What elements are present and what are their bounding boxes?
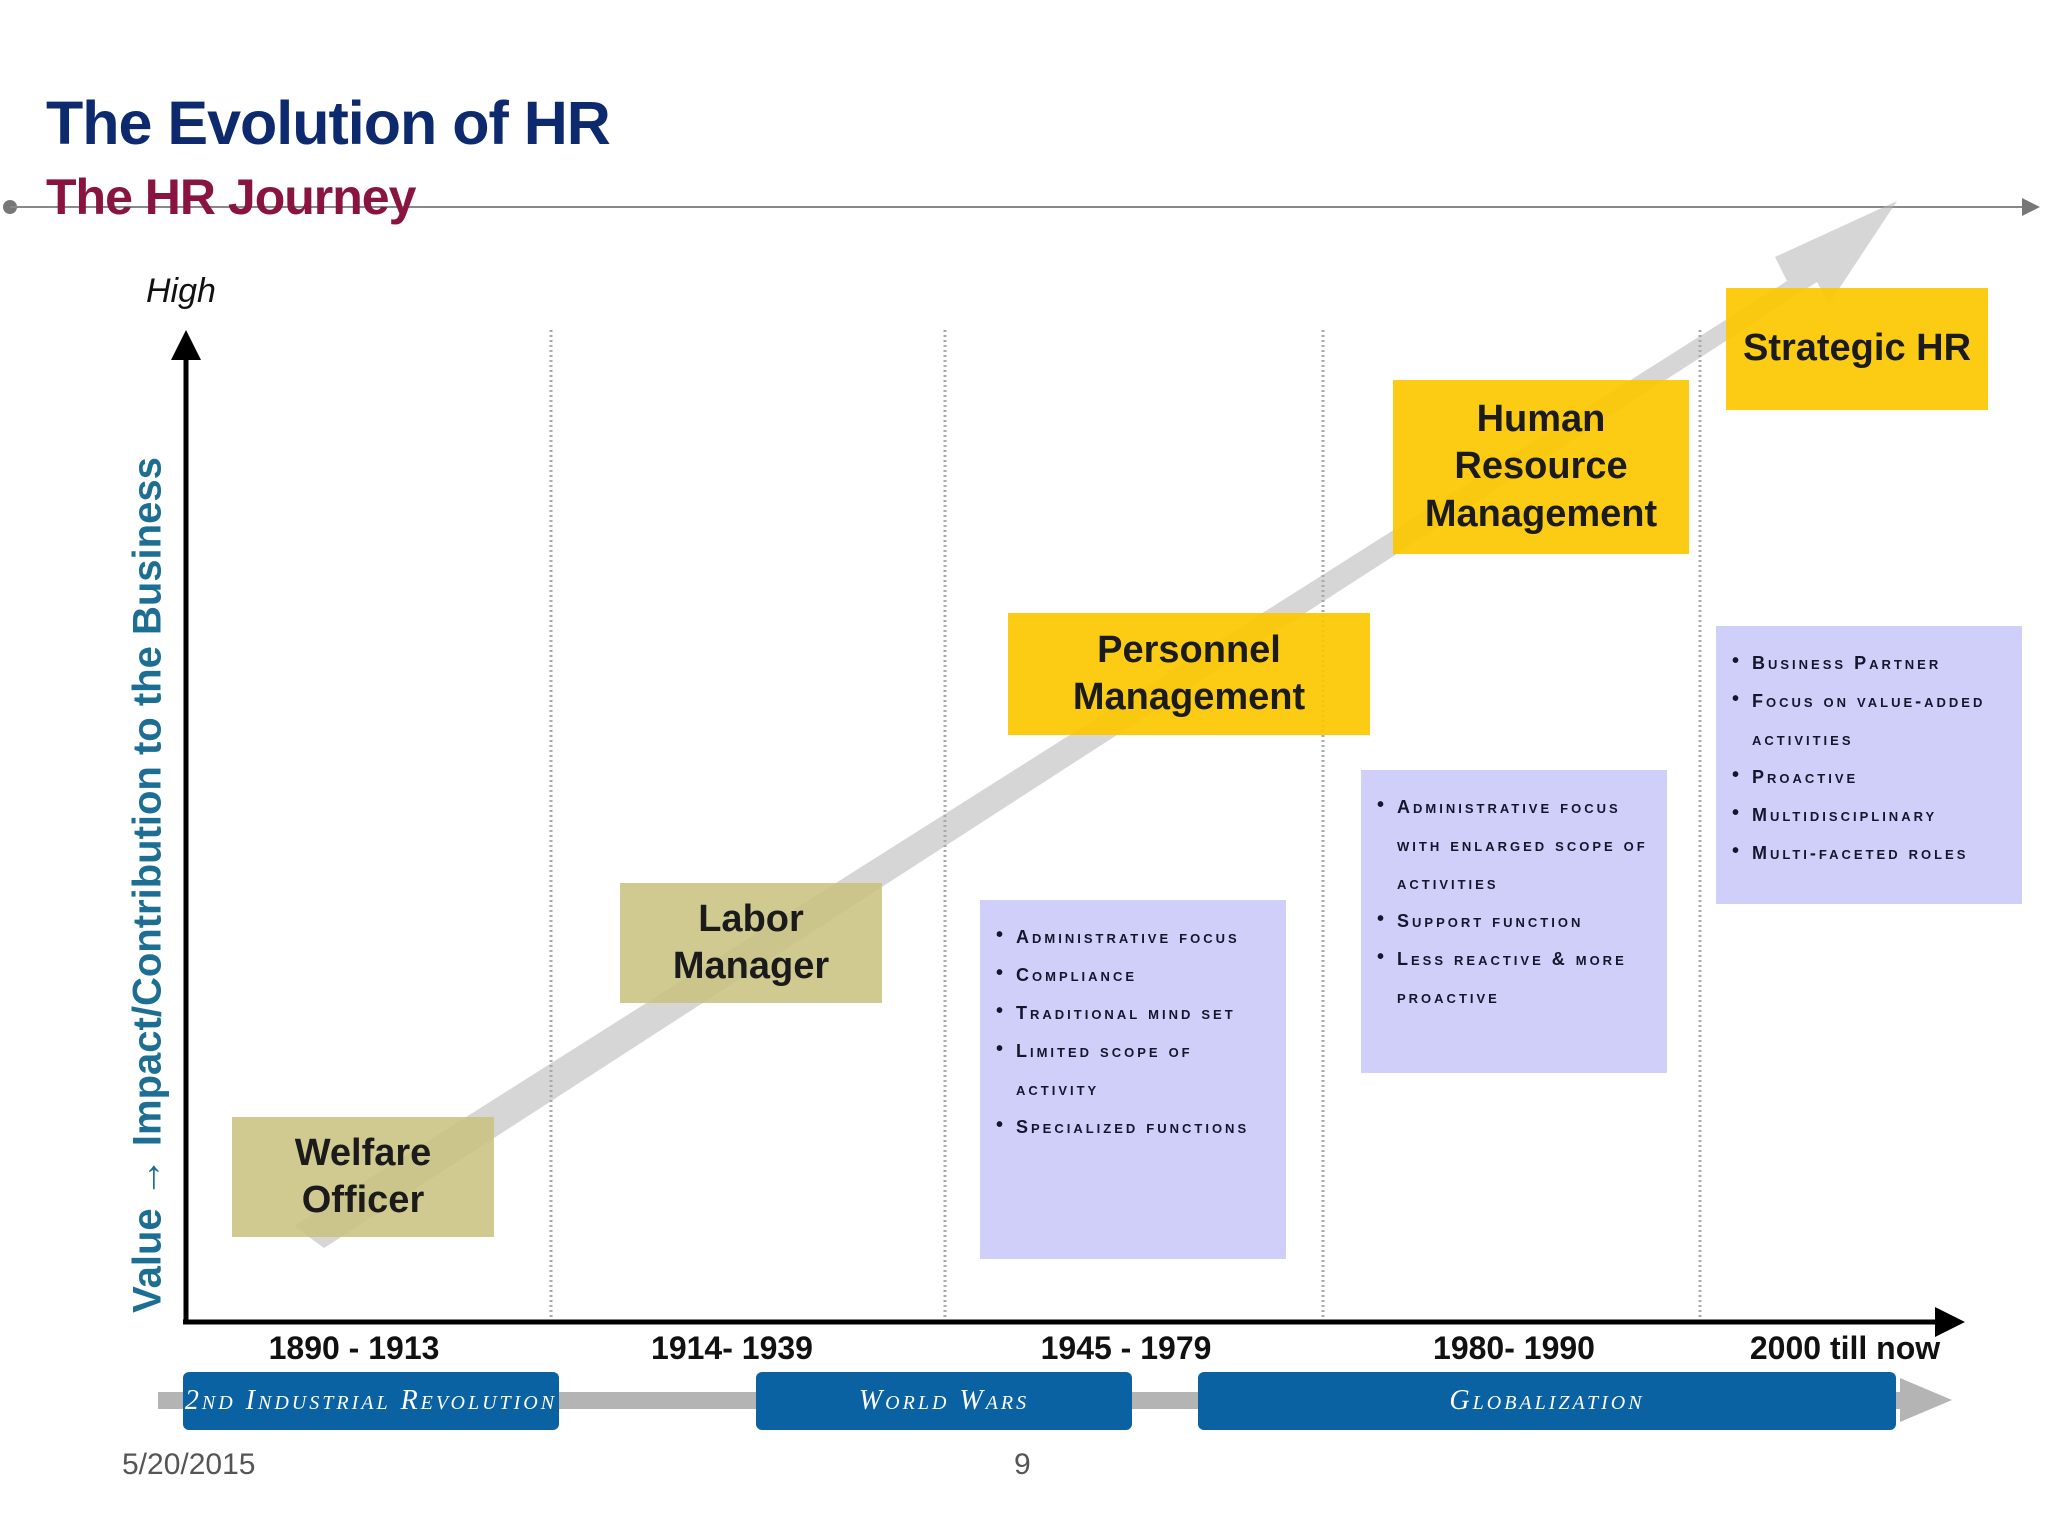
period-bar-industrial-revolution: 2nd Industrial Revolution <box>183 1372 559 1430</box>
role-label: Personnel Management <box>1072 628 1306 719</box>
trait-item: Focus on value-added activities <box>1730 680 2010 758</box>
role-label: Human Resource Management <box>1424 397 1658 535</box>
era-label: 1945 - 1979 <box>1040 1330 1212 1366</box>
trait-item: Multi-faceted roles <box>1730 832 2010 872</box>
page-subtitle: The HR Journey <box>46 169 416 225</box>
era-label: 2000 till now <box>1749 1330 1941 1366</box>
trait-item: Traditional mind set <box>994 992 1274 1032</box>
traits-strategic-hr: Business Partner Focus on value-added ac… <box>1716 626 2022 904</box>
trait-item: Compliance <box>994 954 1274 994</box>
period-bar-globalization: Globalization <box>1198 1372 1896 1430</box>
trait-item: Less reactive & more proactive <box>1375 938 1655 1016</box>
trait-item: Support function <box>1375 900 1655 940</box>
footer-page-number: 9 <box>1014 1448 1031 1481</box>
header-rule <box>3 198 2040 216</box>
footer-date: 5/20/2015 <box>122 1448 256 1481</box>
role-box-welfare-officer: Welfare Officer <box>232 1117 494 1237</box>
trait-item: Business Partner <box>1730 642 2010 682</box>
role-label: Welfare Officer <box>294 1131 432 1222</box>
trait-item: Specialized functions <box>994 1106 1274 1146</box>
role-box-labor-manager: Labor Manager <box>620 883 882 1003</box>
role-box-human-resource-management: Human Resource Management <box>1393 380 1689 554</box>
trait-item: Proactive <box>1730 756 2010 796</box>
trait-item: Administrative focus with enlarged scope… <box>1375 786 1655 902</box>
era-label: 1980- 1990 <box>1433 1330 1595 1366</box>
era-label: 1890 - 1913 <box>268 1330 440 1366</box>
period-bar-world-wars: World Wars <box>756 1372 1132 1430</box>
era-dividers <box>549 330 1702 1322</box>
period-label: World Wars <box>858 1385 1030 1416</box>
era-label: 1914- 1939 <box>651 1330 813 1366</box>
role-label: Labor Manager <box>672 897 830 988</box>
page-title: The Evolution of HR <box>46 89 611 157</box>
role-label: Strategic HR <box>1742 327 1972 370</box>
traits-personnel-management: Administrative focus Compliance Traditio… <box>980 900 1286 1259</box>
period-label: 2nd Industrial Revolution <box>184 1385 558 1416</box>
role-box-personnel-management: Personnel Management <box>1008 613 1370 735</box>
trait-item: Administrative focus <box>994 916 1274 956</box>
period-label: Globalization <box>1449 1385 1645 1416</box>
trait-item: Limited scope of activity <box>994 1030 1274 1108</box>
trait-item: Multidisciplinary <box>1730 794 2010 834</box>
y-axis-label: Value → Impact/Contribution to the Busin… <box>125 457 170 1313</box>
traits-human-resource-management: Administrative focus with enlarged scope… <box>1361 770 1667 1073</box>
y-axis-high-label: High <box>146 272 216 310</box>
role-box-strategic-hr: Strategic HR <box>1726 288 1988 410</box>
